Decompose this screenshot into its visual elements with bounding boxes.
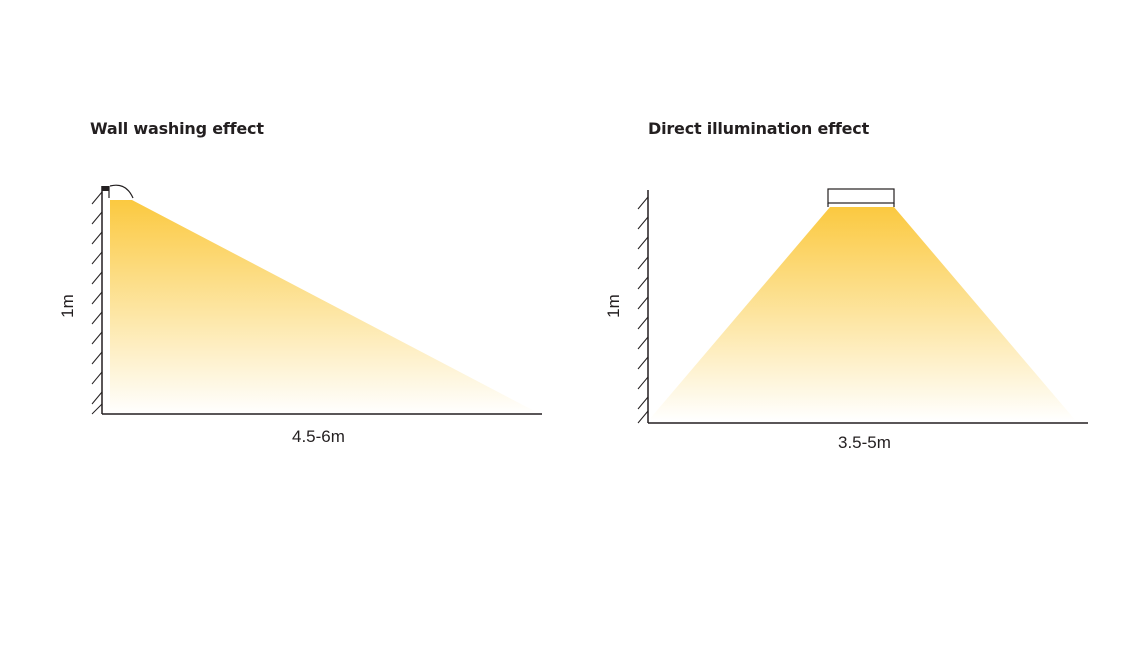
wall-washing-light-beam [110, 200, 540, 414]
wall-washing-diagram: Wall washing effect [0, 0, 568, 657]
wall-washing-title: Wall washing effect [90, 119, 264, 138]
wall-hatching [637, 196, 649, 424]
wall-washing-distance-label: 4.5-6m [292, 427, 345, 446]
direct-illumination-illustration [637, 188, 1088, 424]
direct-illumination-height-label: 1m [604, 294, 623, 318]
wall-washing-height-label: 1m [58, 294, 77, 318]
direct-illumination-title: Direct illumination effect [648, 119, 870, 138]
direct-illumination-diagram: Direct illumination effect [568, 0, 1137, 657]
direct-illumination-light-beam [648, 207, 1076, 421]
direct-illumination-distance-label: 3.5-5m [838, 433, 891, 452]
wall-washer-fixture-icon [102, 184, 134, 199]
wall-washing-illustration [91, 184, 542, 415]
ceiling-fixture-icon [827, 188, 895, 207]
wall-hatching [91, 191, 103, 415]
